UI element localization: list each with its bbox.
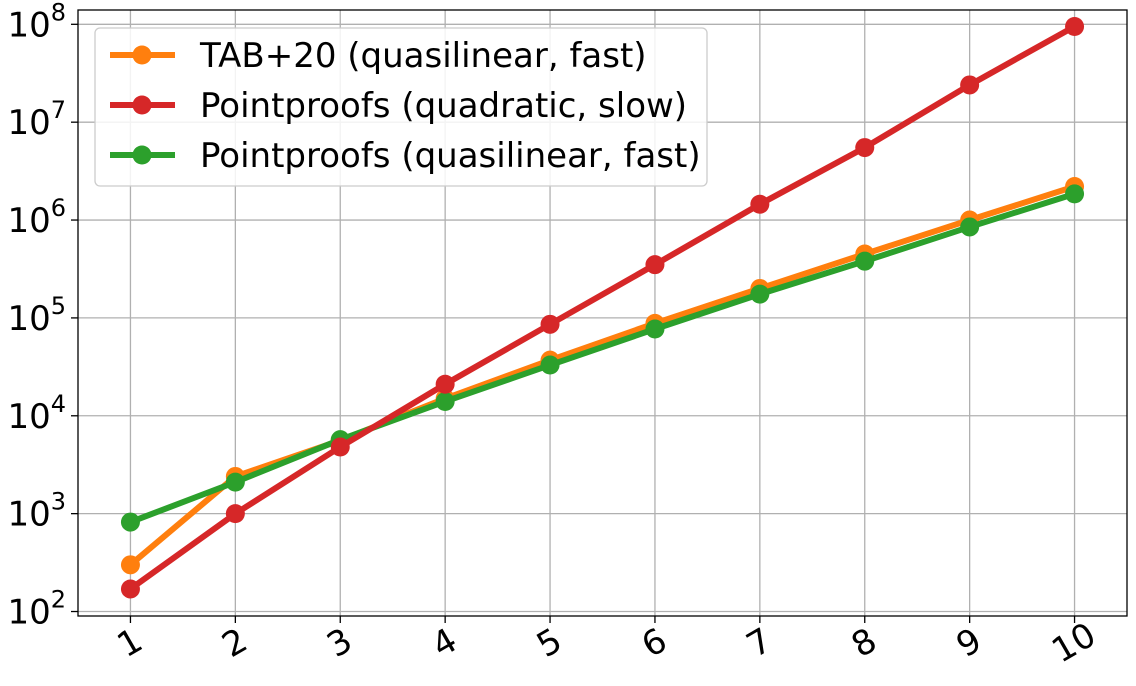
x-tick-label: 6 <box>635 620 674 665</box>
data-point <box>435 391 455 411</box>
x-tick-label: 3 <box>320 620 359 665</box>
y-tick-base: 10 <box>7 5 50 45</box>
y-tick-exponent: 5 <box>51 292 66 320</box>
data-point <box>960 75 980 95</box>
y-tick-label: 103 <box>7 488 66 535</box>
y-tick-label: 102 <box>7 586 66 633</box>
data-point <box>855 251 875 271</box>
y-tick-exponent: 2 <box>51 586 66 614</box>
series-layer <box>120 16 1085 599</box>
data-point <box>120 512 140 532</box>
y-tick-base: 10 <box>7 299 50 339</box>
data-point <box>330 437 350 457</box>
x-tick-label: 9 <box>950 620 989 665</box>
y-tick-label: 108 <box>7 0 66 45</box>
y-tick-base: 10 <box>7 495 50 535</box>
data-point <box>435 374 455 394</box>
x-tick-label: 4 <box>425 620 464 665</box>
data-point <box>645 319 665 339</box>
series-line <box>127 23 1078 592</box>
data-point <box>750 284 770 304</box>
data-point <box>855 138 875 158</box>
x-tick-label: 8 <box>845 620 884 665</box>
data-point <box>540 355 560 375</box>
legend-label: TAB+20 (quasilinear, fast) <box>199 36 647 76</box>
legend: TAB+20 (quasilinear, fast) Pointproofs (q… <box>94 27 708 187</box>
y-tick-exponent: 7 <box>51 96 66 124</box>
data-point <box>225 504 245 524</box>
legend-frame <box>94 27 708 187</box>
legend-swatch-marker <box>132 45 152 65</box>
y-tick-base: 10 <box>7 201 50 241</box>
y-tick-label: 104 <box>7 390 66 437</box>
series-line <box>127 190 1078 526</box>
y-tick-exponent: 6 <box>51 194 66 222</box>
legend-swatch-marker <box>132 145 152 165</box>
legend-label: Pointproofs (quasilinear, fast) <box>200 136 701 176</box>
data-point <box>120 579 140 599</box>
y-tick-exponent: 4 <box>51 390 66 418</box>
x-tick-label: 2 <box>215 620 254 665</box>
data-point <box>750 194 770 214</box>
y-tick-base: 10 <box>7 397 50 437</box>
y-tick-exponent: 3 <box>51 488 66 516</box>
data-point <box>1065 184 1085 204</box>
y-tick-label: 105 <box>7 292 66 339</box>
legend-swatch-marker <box>132 95 152 115</box>
x-tick-label: 10 <box>1045 615 1102 671</box>
y-tick-label: 106 <box>7 194 66 241</box>
data-point <box>540 314 560 334</box>
data-point <box>120 555 140 575</box>
x-tick-label: 1 <box>111 620 150 665</box>
data-point <box>225 472 245 492</box>
y-tick-base: 10 <box>7 103 50 143</box>
legend-label: Pointproofs (quadratic, slow) <box>200 86 687 126</box>
y-tick-label: 107 <box>7 96 66 143</box>
x-tick-label: 7 <box>740 620 779 665</box>
x-tick-label: 5 <box>530 620 569 665</box>
data-point <box>1065 16 1085 36</box>
plot-frame <box>77 9 1128 617</box>
y-tick-base: 10 <box>7 593 50 633</box>
x-axis: 1 2 3 4 5 6 7 8 9 10 <box>111 615 1103 671</box>
data-point <box>960 217 980 237</box>
data-point <box>645 255 665 275</box>
series-line <box>127 183 1078 568</box>
y-tick-exponent: 8 <box>51 0 66 26</box>
